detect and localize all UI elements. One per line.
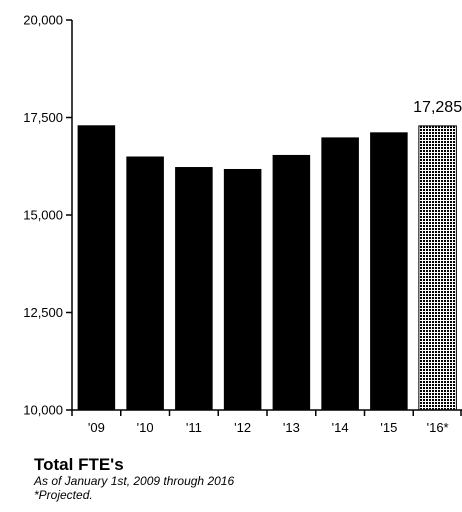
x-tick-label: '15 bbox=[380, 420, 397, 435]
y-tick-label: 20,000 bbox=[23, 13, 63, 28]
chart-subtitle: As of January 1st, 2009 through 2016 bbox=[34, 474, 235, 488]
projection-note: *Projected. bbox=[34, 488, 93, 502]
bar-chart: 10,000 12,500 15,000 17,500 20,000 '09 '10 '11… bbox=[23, 13, 462, 435]
x-tick-label: '11 bbox=[186, 420, 202, 435]
data-label: 17,285 bbox=[413, 99, 462, 116]
x-tick-label: '10 bbox=[137, 420, 154, 435]
x-tick-label: '09 bbox=[88, 420, 105, 435]
bar bbox=[370, 132, 408, 410]
y-axis: 10,000 12,500 15,000 17,500 20,000 bbox=[23, 13, 73, 418]
bar bbox=[321, 137, 359, 410]
bar bbox=[77, 125, 116, 411]
y-tick-label: 17,500 bbox=[23, 110, 63, 125]
data-labels: 17,285 bbox=[413, 99, 462, 116]
y-tick-label: 15,000 bbox=[23, 208, 63, 223]
bar-projected bbox=[418, 125, 457, 411]
y-tick-label: 12,500 bbox=[23, 305, 63, 320]
bar bbox=[272, 154, 311, 410]
x-axis: '09 '10 '11 '12 '13 '14 '15 '16* bbox=[71, 409, 462, 435]
x-tick-label: '12 bbox=[234, 420, 251, 435]
chart-caption: Total FTE's As of January 1st, 2009 thro… bbox=[34, 455, 234, 502]
bar bbox=[223, 168, 262, 410]
x-tick-label: '16* bbox=[427, 420, 449, 435]
chart-title: Total FTE's bbox=[34, 455, 124, 474]
bars bbox=[77, 125, 457, 411]
x-tick-label: '13 bbox=[283, 420, 300, 435]
y-tick-label: 10,000 bbox=[23, 403, 63, 418]
bar bbox=[126, 156, 164, 410]
x-tick-label: '14 bbox=[332, 420, 349, 435]
bar bbox=[175, 167, 213, 410]
